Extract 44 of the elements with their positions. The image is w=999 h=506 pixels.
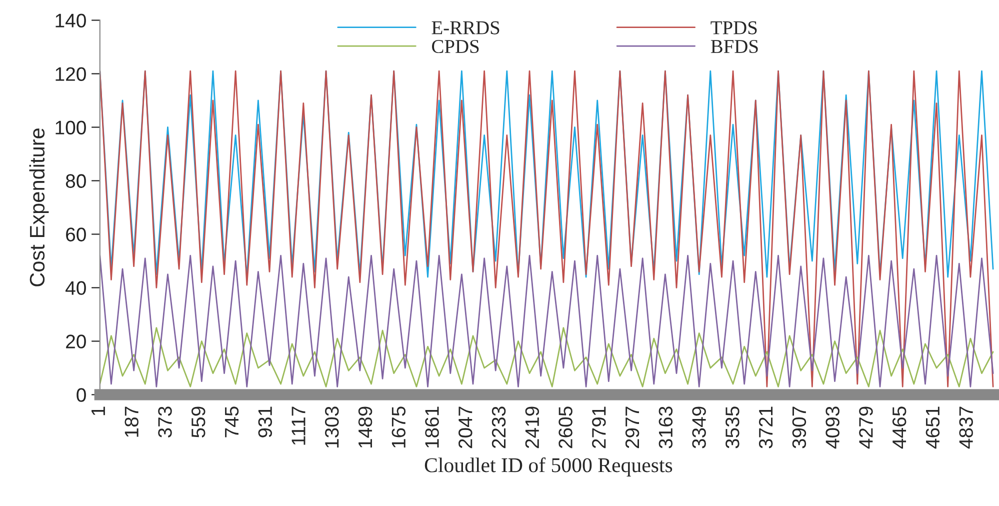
- x-tick-label: 187: [124, 406, 138, 437]
- x-tick-label: 559: [191, 406, 206, 438]
- x-axis-title: Cloudlet ID of 5000 Requests: [424, 457, 672, 476]
- x-tick-label: 4465: [892, 406, 906, 449]
- x-tick-label: 3535: [726, 406, 740, 448]
- x-tick-label: 2047: [458, 406, 472, 448]
- x-tick-label: 3721: [758, 406, 773, 448]
- y-tick-label: 20: [66, 334, 86, 348]
- y-tick-label: 0: [76, 388, 86, 402]
- x-tick-label: 3163: [658, 406, 673, 448]
- x-tick-label: 3349: [692, 406, 706, 448]
- y-tick-label: 60: [66, 228, 86, 242]
- x-tick-label: 2605: [558, 406, 572, 448]
- x-tick-label: 1117: [292, 406, 306, 445]
- y-tick-label: 140: [56, 14, 86, 28]
- x-tick-label: 4093: [826, 406, 840, 449]
- line-series: [100, 70, 994, 388]
- x-tick-label: 1: [92, 406, 105, 416]
- x-tick-label: 2791: [592, 406, 606, 448]
- x-tick-label: 2419: [525, 406, 540, 448]
- x-tick-label: 1861: [425, 406, 439, 448]
- x-tick-label: 3907: [792, 406, 806, 448]
- line-series: [100, 254, 994, 388]
- x-tick-label: 745: [225, 406, 239, 438]
- y-tick-label: 80: [66, 174, 86, 188]
- x-tick-label: 2233: [492, 406, 506, 448]
- x-tick-label: 4651: [926, 406, 940, 449]
- y-tick-label: 40: [66, 281, 86, 295]
- x-tick-label: 931: [258, 406, 272, 438]
- y-axis-title: Cost Expenditure: [29, 128, 49, 286]
- legend-label: BFDS: [710, 40, 758, 54]
- y-tick-label: 100: [56, 120, 86, 134]
- x-tick-label: 1675: [392, 406, 406, 448]
- y-tick-label: 120: [56, 67, 86, 81]
- line-series: [100, 327, 994, 388]
- x-tick-label: 4279: [859, 406, 873, 449]
- x-tick-label: 1489: [358, 406, 372, 448]
- x-tick-label: 373: [158, 406, 172, 438]
- legend-label: E-RRDS: [432, 21, 500, 34]
- legend-label: CPDS: [432, 40, 479, 54]
- x-tick-label: 1303: [325, 406, 339, 448]
- x-tick-label: 2977: [625, 406, 640, 448]
- legend-label: TPDS: [710, 21, 757, 34]
- x-tick-label: 4837: [959, 406, 973, 449]
